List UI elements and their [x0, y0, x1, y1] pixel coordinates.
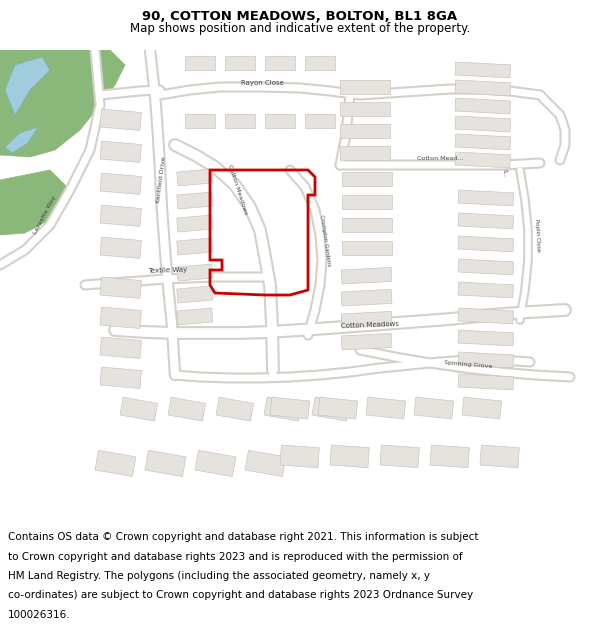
Bar	[380, 445, 419, 468]
Bar	[455, 62, 511, 78]
Bar	[100, 173, 142, 194]
Bar	[265, 56, 295, 70]
Bar	[342, 195, 392, 209]
Bar	[216, 398, 254, 421]
Bar	[312, 398, 350, 421]
Text: Poplin Close: Poplin Close	[533, 218, 541, 252]
Bar	[185, 114, 215, 128]
Bar	[455, 80, 511, 96]
Bar	[455, 98, 511, 114]
Text: 90, COTTON MEADOWS, BOLTON, BL1 8GA: 90, COTTON MEADOWS, BOLTON, BL1 8GA	[142, 10, 458, 23]
Text: Cotton Meadows: Cotton Meadows	[341, 321, 399, 329]
Bar	[100, 367, 142, 389]
Bar	[100, 205, 142, 226]
Text: Contains OS data © Crown copyright and database right 2021. This information is : Contains OS data © Crown copyright and d…	[8, 532, 478, 542]
Bar	[95, 450, 136, 477]
Bar	[225, 56, 255, 70]
Bar	[305, 56, 335, 70]
Text: Lazaette Way: Lazaette Way	[33, 195, 57, 235]
Bar	[177, 264, 213, 281]
Text: 100026316.: 100026316.	[8, 610, 70, 620]
Bar	[177, 286, 213, 303]
Bar	[270, 397, 310, 419]
Polygon shape	[5, 127, 38, 153]
Bar	[480, 445, 520, 468]
Bar	[177, 308, 213, 325]
Bar	[341, 311, 392, 328]
Bar	[455, 152, 511, 168]
Bar	[458, 190, 514, 206]
Bar	[318, 397, 358, 419]
Bar	[458, 282, 514, 298]
Bar	[265, 114, 295, 128]
Bar	[145, 450, 186, 477]
Bar	[430, 445, 469, 468]
Bar	[342, 172, 392, 186]
Bar	[245, 450, 286, 477]
Bar	[280, 445, 319, 468]
Text: to Crown copyright and database rights 2023 and is reproduced with the permissio: to Crown copyright and database rights 2…	[8, 551, 463, 561]
Bar	[342, 241, 392, 255]
Bar	[100, 307, 142, 329]
Bar	[225, 114, 255, 128]
Text: co-ordinates) are subject to Crown copyright and database rights 2023 Ordnance S: co-ordinates) are subject to Crown copyr…	[8, 591, 473, 601]
Text: Kentfield Drive: Kentfield Drive	[155, 156, 166, 204]
Bar	[120, 398, 158, 421]
Bar	[177, 238, 213, 255]
Bar	[330, 445, 370, 468]
Text: HM Land Registry. The polygons (including the associated geometry, namely x, y: HM Land Registry. The polygons (includin…	[8, 571, 430, 581]
Bar	[455, 134, 511, 150]
Bar	[100, 277, 142, 299]
Bar	[168, 398, 206, 421]
Text: Cotton Mead...: Cotton Mead...	[417, 156, 463, 161]
Text: Cotton Meadows: Cotton Meadows	[227, 164, 248, 216]
Bar	[177, 169, 213, 186]
Bar	[458, 259, 514, 275]
Bar	[305, 114, 335, 128]
Text: Spinning Grove: Spinning Grove	[444, 361, 492, 369]
Text: S...: S...	[502, 168, 508, 177]
Polygon shape	[5, 57, 50, 115]
Bar	[195, 450, 236, 477]
Text: Textile Way: Textile Way	[148, 266, 188, 274]
Bar	[458, 330, 514, 346]
Bar	[177, 215, 213, 232]
Bar	[340, 80, 390, 94]
Bar	[341, 333, 392, 350]
Bar	[458, 352, 514, 368]
Bar	[341, 289, 392, 306]
Bar	[185, 56, 215, 70]
Bar	[455, 116, 511, 132]
Bar	[458, 374, 514, 390]
Bar	[177, 192, 213, 209]
Text: Rayon Close: Rayon Close	[241, 80, 283, 86]
Bar	[100, 337, 142, 359]
Polygon shape	[0, 170, 70, 235]
Bar	[366, 397, 406, 419]
Polygon shape	[0, 50, 125, 157]
Bar	[340, 146, 390, 160]
Bar	[100, 109, 142, 131]
Bar	[340, 102, 390, 116]
Bar	[340, 124, 390, 138]
Bar	[342, 218, 392, 232]
Bar	[462, 397, 502, 419]
Bar	[458, 213, 514, 229]
Bar	[458, 308, 514, 324]
Bar	[100, 141, 142, 162]
Text: Map shows position and indicative extent of the property.: Map shows position and indicative extent…	[130, 22, 470, 35]
Bar	[264, 398, 302, 421]
Bar	[341, 268, 392, 284]
Bar	[414, 397, 454, 419]
Bar	[100, 237, 142, 259]
Bar	[458, 236, 514, 252]
Text: Crompton Gardens: Crompton Gardens	[319, 214, 331, 266]
